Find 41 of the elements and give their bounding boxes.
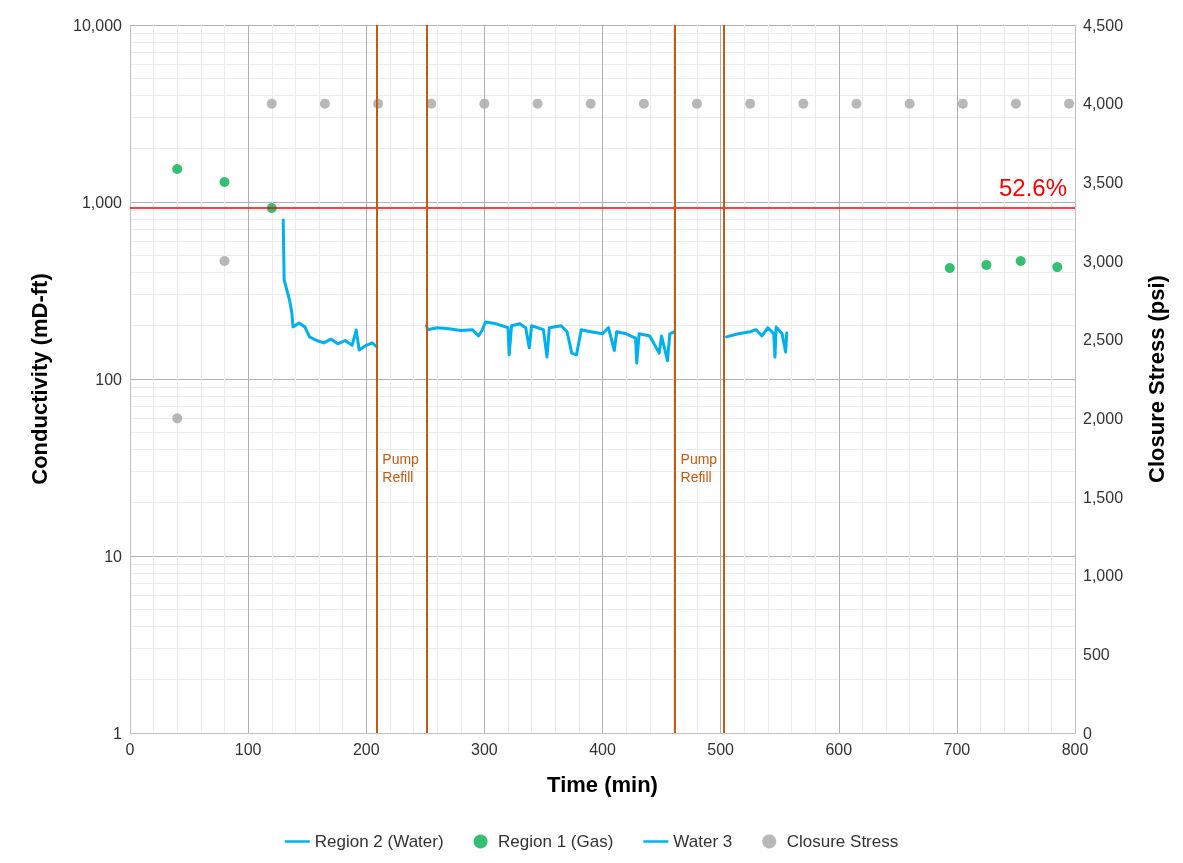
y2-tick-label: 4,500 [1083,16,1124,34]
y2-tick-label: 3,000 [1083,252,1124,270]
x-tick-label: 700 [943,740,971,758]
ref-line-label: Pump Refill [680,450,722,485]
legend-label: Region 1 (Gas) [498,832,614,851]
x-axis-title: Time (min) [547,771,658,797]
y2-tick-label: 1,500 [1083,488,1124,506]
point [1052,262,1063,273]
y-tick-label: 1 [113,724,123,742]
y2-axis-title: Closure Stress (psi) [1143,275,1169,483]
y2-tick-label: 2,000 [1083,409,1124,427]
y2-tick-label: 3,500 [1083,173,1124,191]
legend-label: Closure Stress [786,832,899,851]
annotation: 52.6% [998,174,1068,202]
point [981,259,992,270]
x-tick-label: 0 [125,740,135,758]
x-tick-label: 800 [1061,740,1089,758]
y2-tick-label: 0 [1083,724,1092,742]
y-tick-label: 100 [95,370,123,388]
x-tick-label: 300 [471,740,498,758]
x-tick-label: 500 [707,740,735,758]
y2-tick-label: 2,500 [1083,331,1124,349]
point [944,262,955,273]
y2-tick-label: 1,000 [1083,567,1124,585]
x-tick-label: 200 [352,740,380,758]
x-tick-label: 400 [589,740,616,758]
line-series [281,218,379,352]
point [219,177,230,188]
point [172,164,183,175]
x-tick-label: 100 [234,740,262,758]
legend-label: Region 2 (Water) [314,832,444,851]
y-tick-label: 10,000 [73,16,123,34]
y2-tick-label: 4,000 [1083,95,1124,113]
point [1015,256,1026,267]
y-tick-label: 1,000 [81,193,123,211]
y2-tick-label: 500 [1083,645,1110,663]
y-axis-title: Conductivity (mD-ft) [26,273,52,485]
x-tick-label: 600 [825,740,853,758]
legend-label: Water 3 [673,832,733,851]
y-tick-label: 10 [104,547,123,565]
ref-line-label: Pump Refill [382,450,423,485]
